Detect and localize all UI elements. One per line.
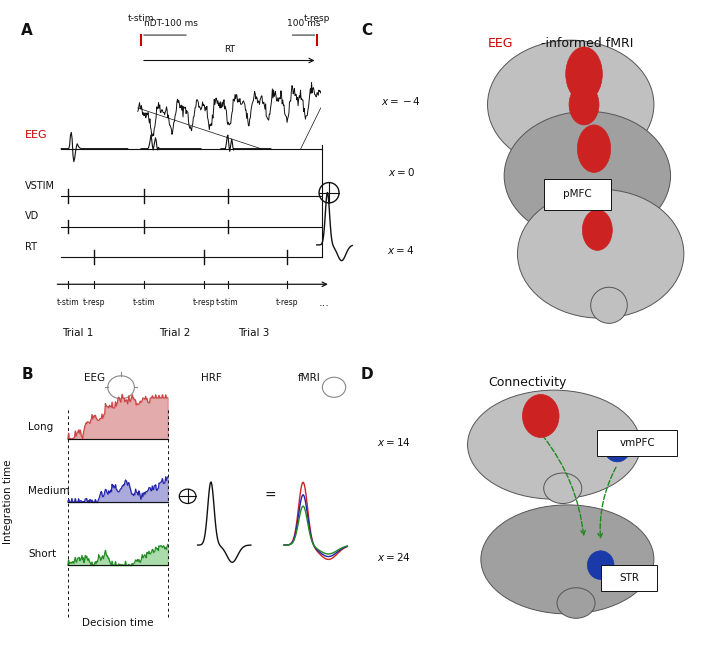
Text: Long: Long [28, 422, 53, 432]
Ellipse shape [588, 551, 614, 580]
Text: nDT-100 ms: nDT-100 ms [144, 20, 198, 28]
Text: $x = 4$: $x = 4$ [387, 244, 415, 256]
Ellipse shape [604, 433, 631, 462]
Ellipse shape [504, 111, 670, 240]
FancyBboxPatch shape [544, 179, 611, 210]
Text: Short: Short [28, 549, 56, 559]
Text: $x = 14$: $x = 14$ [377, 436, 411, 448]
Ellipse shape [578, 209, 614, 245]
Text: vmPFC: vmPFC [620, 438, 655, 448]
Ellipse shape [518, 189, 684, 318]
Text: D: D [361, 367, 374, 382]
Text: =: = [265, 489, 277, 503]
Ellipse shape [557, 587, 595, 618]
Text: t-resp: t-resp [193, 298, 215, 307]
Text: t-stim: t-stim [216, 298, 239, 307]
Ellipse shape [590, 288, 627, 323]
Text: Trial 3: Trial 3 [239, 329, 270, 338]
Ellipse shape [467, 390, 641, 499]
Text: Medium: Medium [28, 486, 69, 496]
Text: EEG: EEG [84, 373, 105, 383]
Text: VD: VD [25, 211, 39, 222]
Text: EEG: EEG [488, 37, 513, 50]
Text: EEG: EEG [25, 130, 47, 140]
Text: Connectivity: Connectivity [489, 376, 566, 389]
Text: ...: ... [319, 298, 329, 308]
Text: fMRI: fMRI [297, 373, 320, 383]
Text: RT: RT [25, 242, 37, 252]
Text: t-resp: t-resp [304, 14, 331, 23]
Ellipse shape [523, 394, 559, 437]
Ellipse shape [583, 210, 612, 250]
Text: STR: STR [619, 573, 639, 583]
Text: $x = 24$: $x = 24$ [377, 550, 411, 563]
Text: Integration time: Integration time [3, 460, 13, 544]
Text: Trial 2: Trial 2 [159, 329, 190, 338]
Ellipse shape [488, 40, 654, 169]
Text: Decision time: Decision time [82, 618, 154, 629]
Ellipse shape [544, 473, 582, 503]
Ellipse shape [566, 47, 603, 101]
Text: t-stim: t-stim [133, 298, 156, 307]
Text: t-stim: t-stim [127, 14, 154, 23]
Text: C: C [361, 23, 372, 38]
Text: VSTIM: VSTIM [25, 181, 55, 191]
Text: pMFC: pMFC [563, 190, 592, 200]
Ellipse shape [481, 505, 654, 614]
Text: HRF: HRF [200, 373, 222, 383]
Ellipse shape [569, 84, 599, 125]
Text: t-resp: t-resp [84, 298, 105, 307]
Text: B: B [21, 367, 33, 382]
FancyBboxPatch shape [598, 430, 677, 456]
Text: 100 ms: 100 ms [287, 20, 321, 28]
Text: t-resp: t-resp [276, 298, 299, 307]
Text: Trial 1: Trial 1 [62, 329, 93, 338]
Text: A: A [21, 23, 33, 38]
Ellipse shape [578, 125, 611, 172]
Text: $x = 0$: $x = 0$ [387, 166, 414, 179]
Text: -informed fMRI: -informed fMRI [541, 37, 633, 50]
Text: t-stim: t-stim [57, 298, 79, 307]
FancyBboxPatch shape [600, 565, 657, 591]
Ellipse shape [561, 138, 598, 174]
Text: $x = -4$: $x = -4$ [381, 95, 421, 107]
Text: RT: RT [224, 45, 235, 53]
